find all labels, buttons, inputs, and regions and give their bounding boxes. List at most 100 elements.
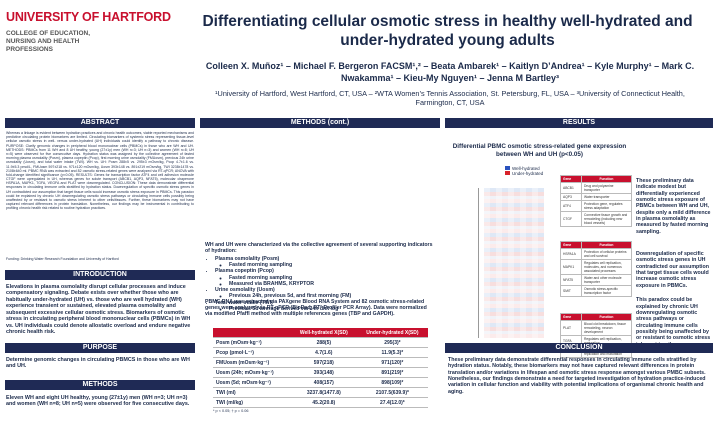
table-cell: Uosm (24h; mOsm·kg⁻¹) — [213, 367, 291, 378]
affiliations: ¹University of Hartford, West Hartford, … — [215, 89, 685, 108]
table-cell: 408(157) — [290, 377, 357, 388]
gene-name: AQP3 — [560, 193, 582, 201]
institution: UNIVERSITY OF HARTFORD — [6, 10, 171, 24]
section-heading: CONCLUSION — [445, 343, 713, 353]
table-cell: 3237.8(1477.8) — [290, 387, 357, 398]
gene-name: ATF4 — [560, 200, 582, 212]
gene-row: ABCB1 Drug and polyamine transporter — [560, 182, 632, 194]
sub-item: Fasted morning sampling — [229, 275, 435, 281]
gene-function: Water transporter — [581, 193, 632, 201]
table-cell: 898(109)* — [356, 377, 428, 388]
gene-function: Osmotic stress-specific transcription fa… — [581, 285, 632, 297]
gene-name: CTGF — [560, 211, 582, 227]
list-item: Urine osmolality (Uosm) — [215, 287, 435, 293]
table-cell: 295(3)* — [356, 337, 428, 348]
findings: These preliminary data indicate modest b… — [636, 178, 712, 362]
pbmc-text: PBMC RNA was extracted via PAXgene Blood… — [205, 299, 427, 318]
gene-row: AQP3 Water transporter — [560, 193, 632, 201]
gene-function: Regulates cell replication, molecules, a… — [581, 259, 632, 275]
gene-name: SMIT — [560, 285, 582, 297]
gene-row: ATF4 Protection gene, regulates stress ad… — [560, 200, 632, 212]
gene-row: PLAT Blood clot breakdown, tissue remodel… — [560, 320, 632, 336]
legend-swatch — [505, 166, 510, 170]
gene-function: Protection gene, regulates stress adapta… — [581, 200, 632, 212]
finding: Downregulation of specific osmotic stres… — [636, 251, 709, 289]
college: COLLEGE OF EDUCATION, NURSING AND HEALTH… — [6, 30, 91, 54]
table-cell: 971(120)* — [356, 357, 428, 368]
gene-row: HSPA1A Protection of cellular proteins an… — [560, 248, 632, 260]
table-cell: TWI (ml/kg) — [213, 397, 291, 408]
table-row: TWI (ml/kg) 45.2(20.8) 27.4(12.0)* — [213, 397, 428, 408]
header-cell: Well-hydrated X(SD) — [290, 328, 357, 338]
table-cell: TWI (ml) — [213, 387, 291, 398]
funding: Funding: Drinking Water Research Foundat… — [6, 257, 119, 261]
table-row: FMUosm (mOsm·kg⁻¹) 597(218) 971(120)* — [213, 357, 428, 368]
legend-label: Under-hydrated — [512, 171, 544, 176]
table-row: Uosm (24h; mOsm·kg⁻¹) 393(148) 891(219)* — [213, 367, 428, 378]
conclusion-body: These preliminary data demonstrate diffe… — [448, 357, 706, 395]
sub-item: Previous 24h, previous 5d, and first mor… — [229, 293, 435, 299]
section-heading: ABSTRACT — [5, 118, 195, 128]
table-row: Posm (mOsm·kg⁻¹) 288(5) 295(3)* — [213, 337, 428, 348]
authors: Colleen X. Muñoz¹ – Michael F. Bergeron … — [205, 61, 695, 83]
table-cell: FMUosm (mOsm·kg⁻¹) — [213, 357, 291, 368]
legend-swatch — [505, 171, 510, 175]
header-cell: Function — [581, 241, 632, 249]
list-item: Plasma copeptin (Pcop) — [215, 268, 435, 274]
gene-header: Gene Function — [560, 313, 632, 321]
section-heading: METHODS (cont.) — [200, 118, 440, 128]
table-cell: Uosm (5d; mOsm·kg⁻¹) — [213, 377, 291, 388]
gene-name: MAPK1 — [560, 259, 582, 275]
header-cell: Gene — [560, 175, 582, 183]
header-cell — [213, 328, 291, 338]
sub-item: Measured via BRAHMS, KRYPTOR — [229, 281, 435, 287]
header-cell: Under-hydrated X(SD) — [356, 328, 428, 338]
table-cell: 2107.5(639.9)* — [356, 387, 428, 398]
heatmap-columns — [484, 188, 544, 338]
table-footnote: * p < 0.05; † p = 0.06 — [213, 409, 249, 413]
header-cell: Gene — [560, 241, 582, 249]
intro-body: Elevations in plasma osmolality disrupt … — [6, 284, 191, 336]
table-row: TWI (ml) 3237.8(1477.8) 2107.5(639.9)* — [213, 387, 428, 398]
methods-body: Eleven WH and eight UH healthy, young (2… — [6, 395, 190, 408]
sub-item: Previous 5d average derived via 24h diet… — [229, 306, 435, 312]
gene-function: Blood clot breakdown, tissue remodeling,… — [581, 320, 632, 336]
table-cell: 288(5) — [290, 337, 357, 348]
abstract-body: Whereas a linkage is evident between hyd… — [6, 131, 194, 211]
gene-table: Gene Function ABCB1 Drug and polyamine tran… — [560, 175, 632, 227]
table-row: Uosm (5d; mOsm·kg⁻¹) 408(157) 898(109)* — [213, 377, 428, 388]
section-heading: METHODS — [5, 380, 195, 390]
table-header: Well-hydrated X(SD) Under-hydrated X(SD) — [213, 328, 428, 338]
gene-function: Connective tissue growth and remodeling … — [581, 211, 632, 227]
finding: These preliminary data indicate modest b… — [636, 178, 711, 235]
section-heading: PURPOSE — [5, 343, 195, 353]
table-cell: 393(148) — [290, 367, 357, 378]
list-item: Plasma osmolality (Posm) — [215, 256, 435, 262]
gene-name: HSPA1A — [560, 248, 582, 260]
hydration-table: Well-hydrated X(SD) Under-hydrated X(SD) P… — [213, 328, 428, 408]
purpose-body: Determine genomic changes in circulating… — [6, 357, 190, 370]
section-heading: INTRODUCTION — [5, 270, 195, 280]
gene-table: Gene Function HSPA1A Protection of cellular… — [560, 241, 632, 297]
table-cell: Pcop (pmol·L⁻¹) — [213, 347, 291, 358]
header-cell: Function — [581, 175, 632, 183]
sub-item: Fasted morning sampling — [229, 262, 435, 268]
header-cell: Gene — [560, 313, 582, 321]
title: Differentiating cellular osmotic stress … — [202, 13, 693, 50]
table-cell: 11.9(5.3)* — [356, 347, 428, 358]
legend-item: Under-hydrated — [505, 171, 543, 176]
table-cell: 45.2(20.8) — [290, 397, 357, 408]
section-heading: RESULTS — [445, 118, 713, 128]
table-cell: 27.4(12.0)* — [356, 397, 428, 408]
gene-function: Drug and polyamine transporter — [581, 182, 632, 194]
gene-name: NFAT5 — [560, 274, 582, 286]
header-cell: Function — [581, 313, 632, 321]
table-cell: 597(218) — [290, 357, 357, 368]
heatmap — [484, 188, 544, 338]
gene-name: ABCB1 — [560, 182, 582, 194]
legend: Well-hydrated Under-hydrated — [505, 166, 543, 176]
table-cell: Posm (mOsm·kg⁻¹) — [213, 337, 291, 348]
gene-row: SMIT Osmotic stress-specific transcriptio… — [560, 285, 632, 297]
gene-header: Gene Function — [560, 175, 632, 183]
